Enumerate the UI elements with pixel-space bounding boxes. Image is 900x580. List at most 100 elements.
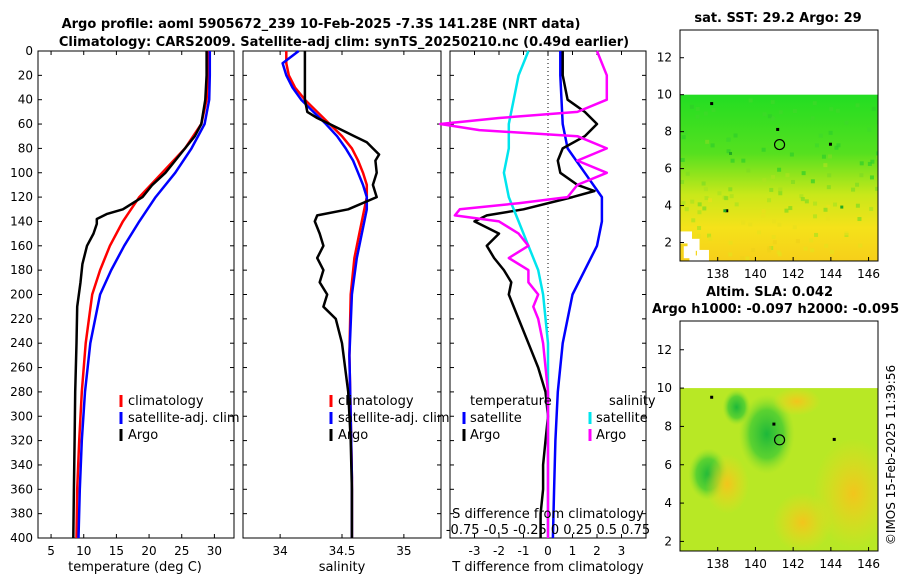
sst-speckle <box>818 133 823 138</box>
sst-speckle <box>745 256 750 261</box>
series-line-t-argo <box>473 51 599 538</box>
sst-speckle <box>741 220 746 225</box>
sst-speckle <box>777 252 782 257</box>
land-speck <box>725 209 729 213</box>
difference-legend: temperature salinity satellite Argo sate… <box>462 394 656 443</box>
sst-speckle <box>683 130 688 135</box>
sst-speckle <box>761 147 766 152</box>
sst-speckle <box>804 199 809 204</box>
depth-tick-label: 340 <box>10 458 33 472</box>
sst-speckle <box>757 230 762 235</box>
sst-speckle <box>876 151 878 156</box>
x-tick-label: 1 <box>569 544 577 558</box>
legend-satellite-adj: satellite-adj. clim <box>128 411 240 426</box>
map-x-tick-label: 144 <box>819 267 842 281</box>
x-tick-label: 30 <box>207 544 222 558</box>
x-tick-label: 3 <box>618 544 626 558</box>
s-difference-label: S difference from climatology <box>452 507 644 522</box>
sst-speckle <box>767 114 772 119</box>
sst-speckle <box>836 143 841 148</box>
sst-speckle <box>717 191 722 196</box>
sst-speckle <box>769 187 774 192</box>
series-line-s-satellite <box>502 50 550 538</box>
sst-speckle <box>813 201 818 206</box>
sst-speckle <box>876 155 878 160</box>
sla-low-anomaly <box>722 389 751 426</box>
sst-speckle <box>869 206 874 211</box>
salinity-panel <box>242 50 442 539</box>
sst-speckle <box>834 145 839 150</box>
land-speck <box>772 422 776 426</box>
depth-axis: 0 20 40 60 80 100 120 140 160 180 200 220 240 260 280 3… <box>10 44 646 545</box>
map-x-tick-label: 140 <box>744 557 767 571</box>
sst-speckle <box>711 107 716 112</box>
sst-speckle <box>703 187 708 192</box>
map-y-tick-label: 8 <box>664 419 672 433</box>
sst-speckle <box>803 246 808 251</box>
x-tick-label: -2 <box>493 544 505 558</box>
sst-speckle <box>741 158 746 163</box>
sst-speckle <box>778 191 783 196</box>
sst-speckle <box>761 209 766 214</box>
sst-speckle <box>810 179 815 184</box>
sst-speckle <box>767 248 772 253</box>
sst-speckle <box>823 163 828 168</box>
sst-speckle <box>748 222 753 227</box>
sst-speckle <box>689 104 694 109</box>
sst-speckle <box>762 178 767 183</box>
sst-speckle <box>746 168 751 173</box>
sst-speckle <box>824 243 829 248</box>
sst-speckle <box>710 143 715 148</box>
land-speck <box>832 437 836 441</box>
x-tick-label: 0 <box>544 544 552 558</box>
depth-tick-label: 140 <box>10 214 33 228</box>
map-y-tick-label: 10 <box>657 88 672 102</box>
sst-speckle <box>844 231 849 236</box>
map-y-tick-label: 2 <box>664 534 672 548</box>
sst-speckle <box>790 179 795 184</box>
series-line-satellite-adj-clim <box>77 51 212 539</box>
x-tick-label: 25 <box>174 544 189 558</box>
depth-tick-label: 80 <box>18 141 33 155</box>
map-x-tick-label: 146 <box>857 267 880 281</box>
legend-temperature-title: temperature <box>470 394 552 409</box>
map-y-tick-label: 6 <box>664 162 672 176</box>
map-x-tick-label: 146 <box>857 557 880 571</box>
sst-speckle <box>697 210 702 215</box>
x-tick-label: 15 <box>109 544 124 558</box>
sst-speckle <box>833 202 838 207</box>
sst-speckle <box>876 119 878 124</box>
map-y-tick-label: 8 <box>664 125 672 139</box>
land-speck <box>710 395 714 399</box>
sst-speckle <box>697 225 702 230</box>
sst-speckle <box>772 240 777 245</box>
sst-speckle <box>871 106 876 111</box>
sst-speckle <box>827 154 832 159</box>
sst-speckle <box>726 137 731 142</box>
sst-speckle <box>733 133 738 138</box>
depth-tick-label: 380 <box>10 507 33 521</box>
sst-speckle <box>734 202 739 207</box>
sst-speckle <box>870 159 875 164</box>
x-tick-label: 34.5 <box>329 544 356 558</box>
x-tick-label: 20 <box>141 544 156 558</box>
sst-speckle <box>778 187 783 192</box>
legend-s-satellite: satellite <box>596 411 648 426</box>
sst-map-frame <box>679 29 879 262</box>
series-line-satellite-adj-clim <box>281 50 369 538</box>
sla-map-subtitle: Argo h1000: -0.097 h2000: -0.095 <box>652 302 899 317</box>
sst-speckle <box>814 143 819 148</box>
sst-speckle <box>855 182 860 187</box>
depth-tick-label: 300 <box>10 409 33 423</box>
sst-speckle <box>725 211 730 216</box>
legend-argo: Argo <box>338 428 368 443</box>
sst-speckle <box>681 135 686 140</box>
sst-speckle <box>795 239 800 244</box>
sst-speckle <box>857 217 862 222</box>
sst-speckle <box>826 185 831 190</box>
sst-speckle <box>827 173 832 178</box>
sst-speckle <box>855 103 860 108</box>
series-line-s-argo <box>438 50 609 538</box>
sla-low-anomaly <box>738 394 795 475</box>
series-line-argo <box>303 51 381 538</box>
